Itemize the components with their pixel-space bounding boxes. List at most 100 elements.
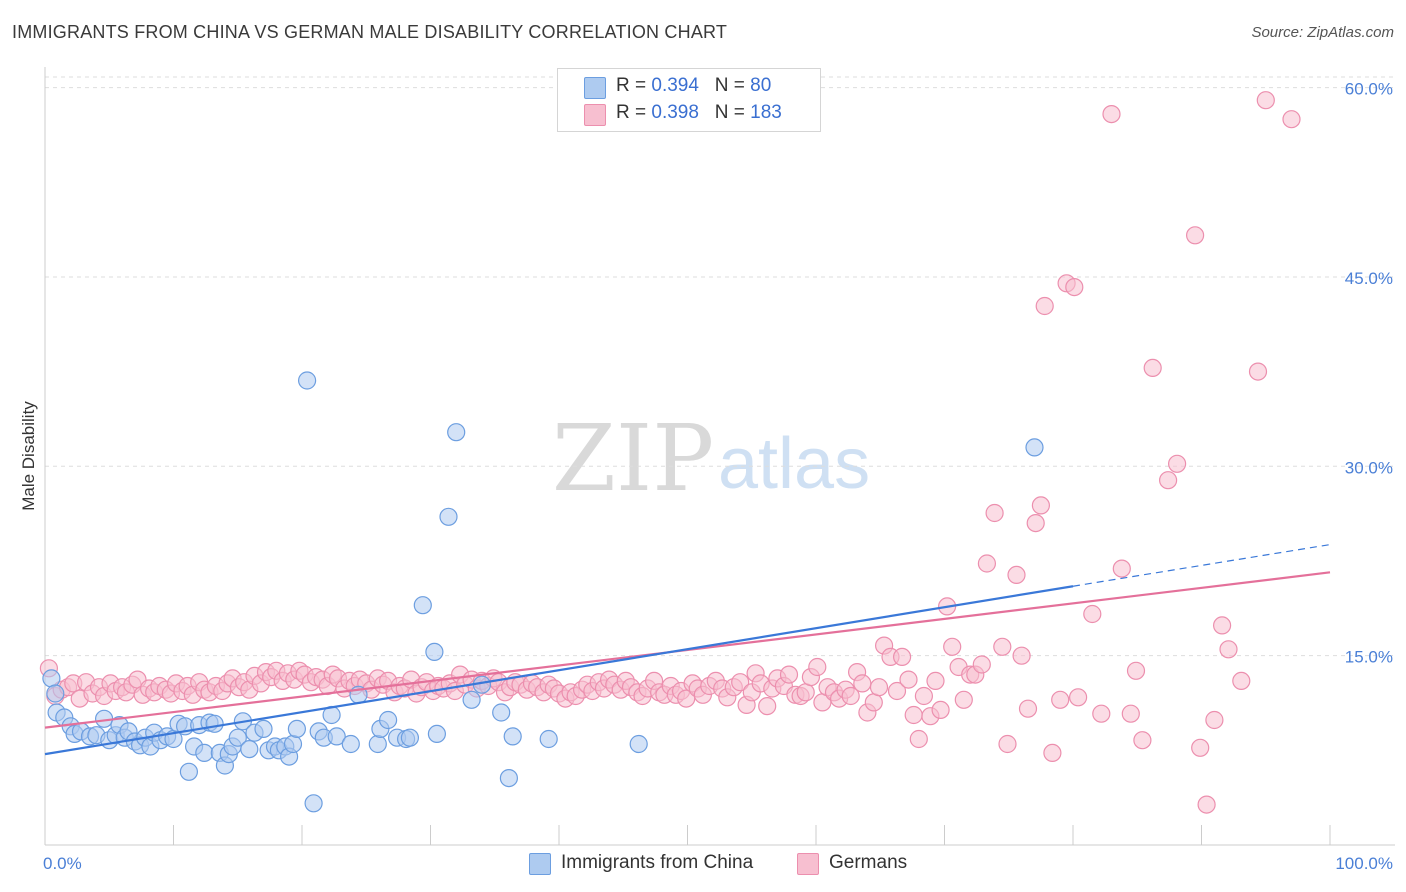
watermark-atlas: atlas bbox=[718, 424, 870, 504]
german-point bbox=[869, 678, 889, 697]
german-point bbox=[892, 647, 912, 667]
china-point bbox=[298, 371, 317, 390]
german-point bbox=[977, 554, 997, 573]
bottom-legend-swatch-china bbox=[529, 853, 551, 875]
german-point bbox=[1133, 731, 1152, 750]
china-point bbox=[240, 739, 259, 759]
china-point bbox=[179, 762, 198, 781]
german-point bbox=[899, 670, 918, 689]
german-point bbox=[796, 683, 815, 702]
china-point bbox=[254, 719, 273, 739]
watermark: ZIP atlas bbox=[552, 405, 870, 512]
trend-lines bbox=[44, 543, 1331, 756]
y-tick-labels: 15.0% 30.0% 45.0% 60.0% bbox=[1345, 80, 1393, 667]
china-point bbox=[462, 690, 481, 709]
german-point bbox=[1158, 471, 1178, 490]
german-point bbox=[1126, 661, 1146, 680]
china-point bbox=[304, 794, 323, 813]
german-point bbox=[841, 686, 860, 706]
german-point bbox=[1219, 640, 1238, 659]
legend-swatch-german bbox=[584, 104, 606, 126]
legend-n-label: N = bbox=[714, 75, 751, 96]
china-point bbox=[327, 727, 346, 746]
german-point bbox=[1191, 738, 1210, 757]
grid-lines bbox=[45, 76, 1395, 657]
german-point bbox=[931, 700, 950, 720]
german-point bbox=[1282, 110, 1301, 129]
german-point bbox=[1068, 688, 1088, 707]
china-point bbox=[492, 703, 511, 722]
chart-title: IMMIGRANTS FROM CHINA VS GERMAN MALE DIS… bbox=[12, 22, 728, 42]
axes bbox=[44, 67, 1395, 846]
german-point bbox=[887, 681, 907, 701]
german-point bbox=[909, 729, 928, 749]
bottom-legend-label-china: Immigrants from China bbox=[561, 852, 754, 873]
german-point bbox=[779, 665, 799, 684]
legend-r-value: 0.394 bbox=[651, 75, 699, 96]
china-point bbox=[400, 728, 419, 747]
german-point bbox=[943, 637, 962, 656]
german-point bbox=[1043, 743, 1062, 763]
china-point bbox=[46, 684, 65, 703]
german-point bbox=[758, 696, 777, 716]
china-point bbox=[499, 768, 518, 788]
y-tick-label: 60.0% bbox=[1345, 80, 1393, 99]
china-point bbox=[447, 423, 466, 442]
y-tick-label: 15.0% bbox=[1345, 648, 1393, 667]
china-point bbox=[228, 728, 247, 747]
legend-n-value: 183 bbox=[750, 102, 782, 123]
german-point bbox=[954, 690, 973, 709]
german-point bbox=[1205, 710, 1224, 730]
german-point bbox=[1102, 104, 1121, 124]
german-point bbox=[1092, 704, 1111, 723]
watermark-zip: ZIP bbox=[552, 405, 714, 512]
legend-r-label: R = bbox=[616, 102, 652, 123]
german-point bbox=[1035, 296, 1054, 316]
x-tick-label-min: 0.0% bbox=[43, 854, 82, 873]
china-point bbox=[439, 507, 458, 526]
legend-r-value: 0.398 bbox=[651, 102, 699, 123]
correlation-legend: R = 0.394 N = 80 R = 0.398 N = 183 bbox=[557, 68, 821, 132]
legend-n-label: N = bbox=[714, 102, 751, 123]
german-point bbox=[914, 686, 934, 706]
china-points bbox=[42, 371, 1044, 813]
china-point bbox=[195, 743, 214, 763]
german-point bbox=[1256, 91, 1275, 110]
german-point bbox=[808, 657, 827, 677]
china-point bbox=[368, 734, 387, 754]
german-point bbox=[993, 637, 1012, 656]
german-point bbox=[985, 503, 1004, 523]
china-point bbox=[283, 734, 303, 754]
china-trend-line bbox=[44, 585, 1074, 756]
china-point bbox=[629, 734, 648, 754]
german-point bbox=[1007, 565, 1026, 585]
german-point bbox=[1121, 704, 1140, 723]
german-point bbox=[1212, 616, 1232, 635]
german-point bbox=[1197, 795, 1216, 814]
legend-text-china: R = 0.394 N = 80 bbox=[616, 75, 771, 97]
y-tick-label: 45.0% bbox=[1345, 269, 1393, 288]
german-point bbox=[1112, 559, 1131, 578]
legend-n-value: 80 bbox=[750, 75, 772, 96]
china-trend-extension bbox=[1072, 543, 1331, 587]
legend-text-german: R = 0.398 N = 183 bbox=[616, 102, 782, 124]
china-point bbox=[413, 596, 432, 615]
source-label: Source: ZipAtlas.com bbox=[1251, 24, 1394, 41]
china-point bbox=[503, 727, 522, 746]
german-point bbox=[1065, 278, 1084, 297]
german-point bbox=[1018, 699, 1038, 718]
german-point bbox=[998, 734, 1017, 754]
legend-swatch-china bbox=[584, 77, 606, 99]
german-point bbox=[1185, 226, 1205, 245]
legend-r-label: R = bbox=[616, 75, 652, 96]
china-point bbox=[287, 719, 306, 739]
german-point bbox=[1031, 496, 1051, 515]
german-point bbox=[972, 655, 991, 674]
german-point bbox=[853, 674, 872, 693]
x-tick-label-max: 100.0% bbox=[1335, 854, 1393, 873]
german-point bbox=[1248, 362, 1268, 381]
bottom-legend-swatch-german bbox=[797, 853, 819, 875]
china-point bbox=[425, 642, 444, 662]
y-axis-label: Male Disability bbox=[19, 401, 38, 511]
